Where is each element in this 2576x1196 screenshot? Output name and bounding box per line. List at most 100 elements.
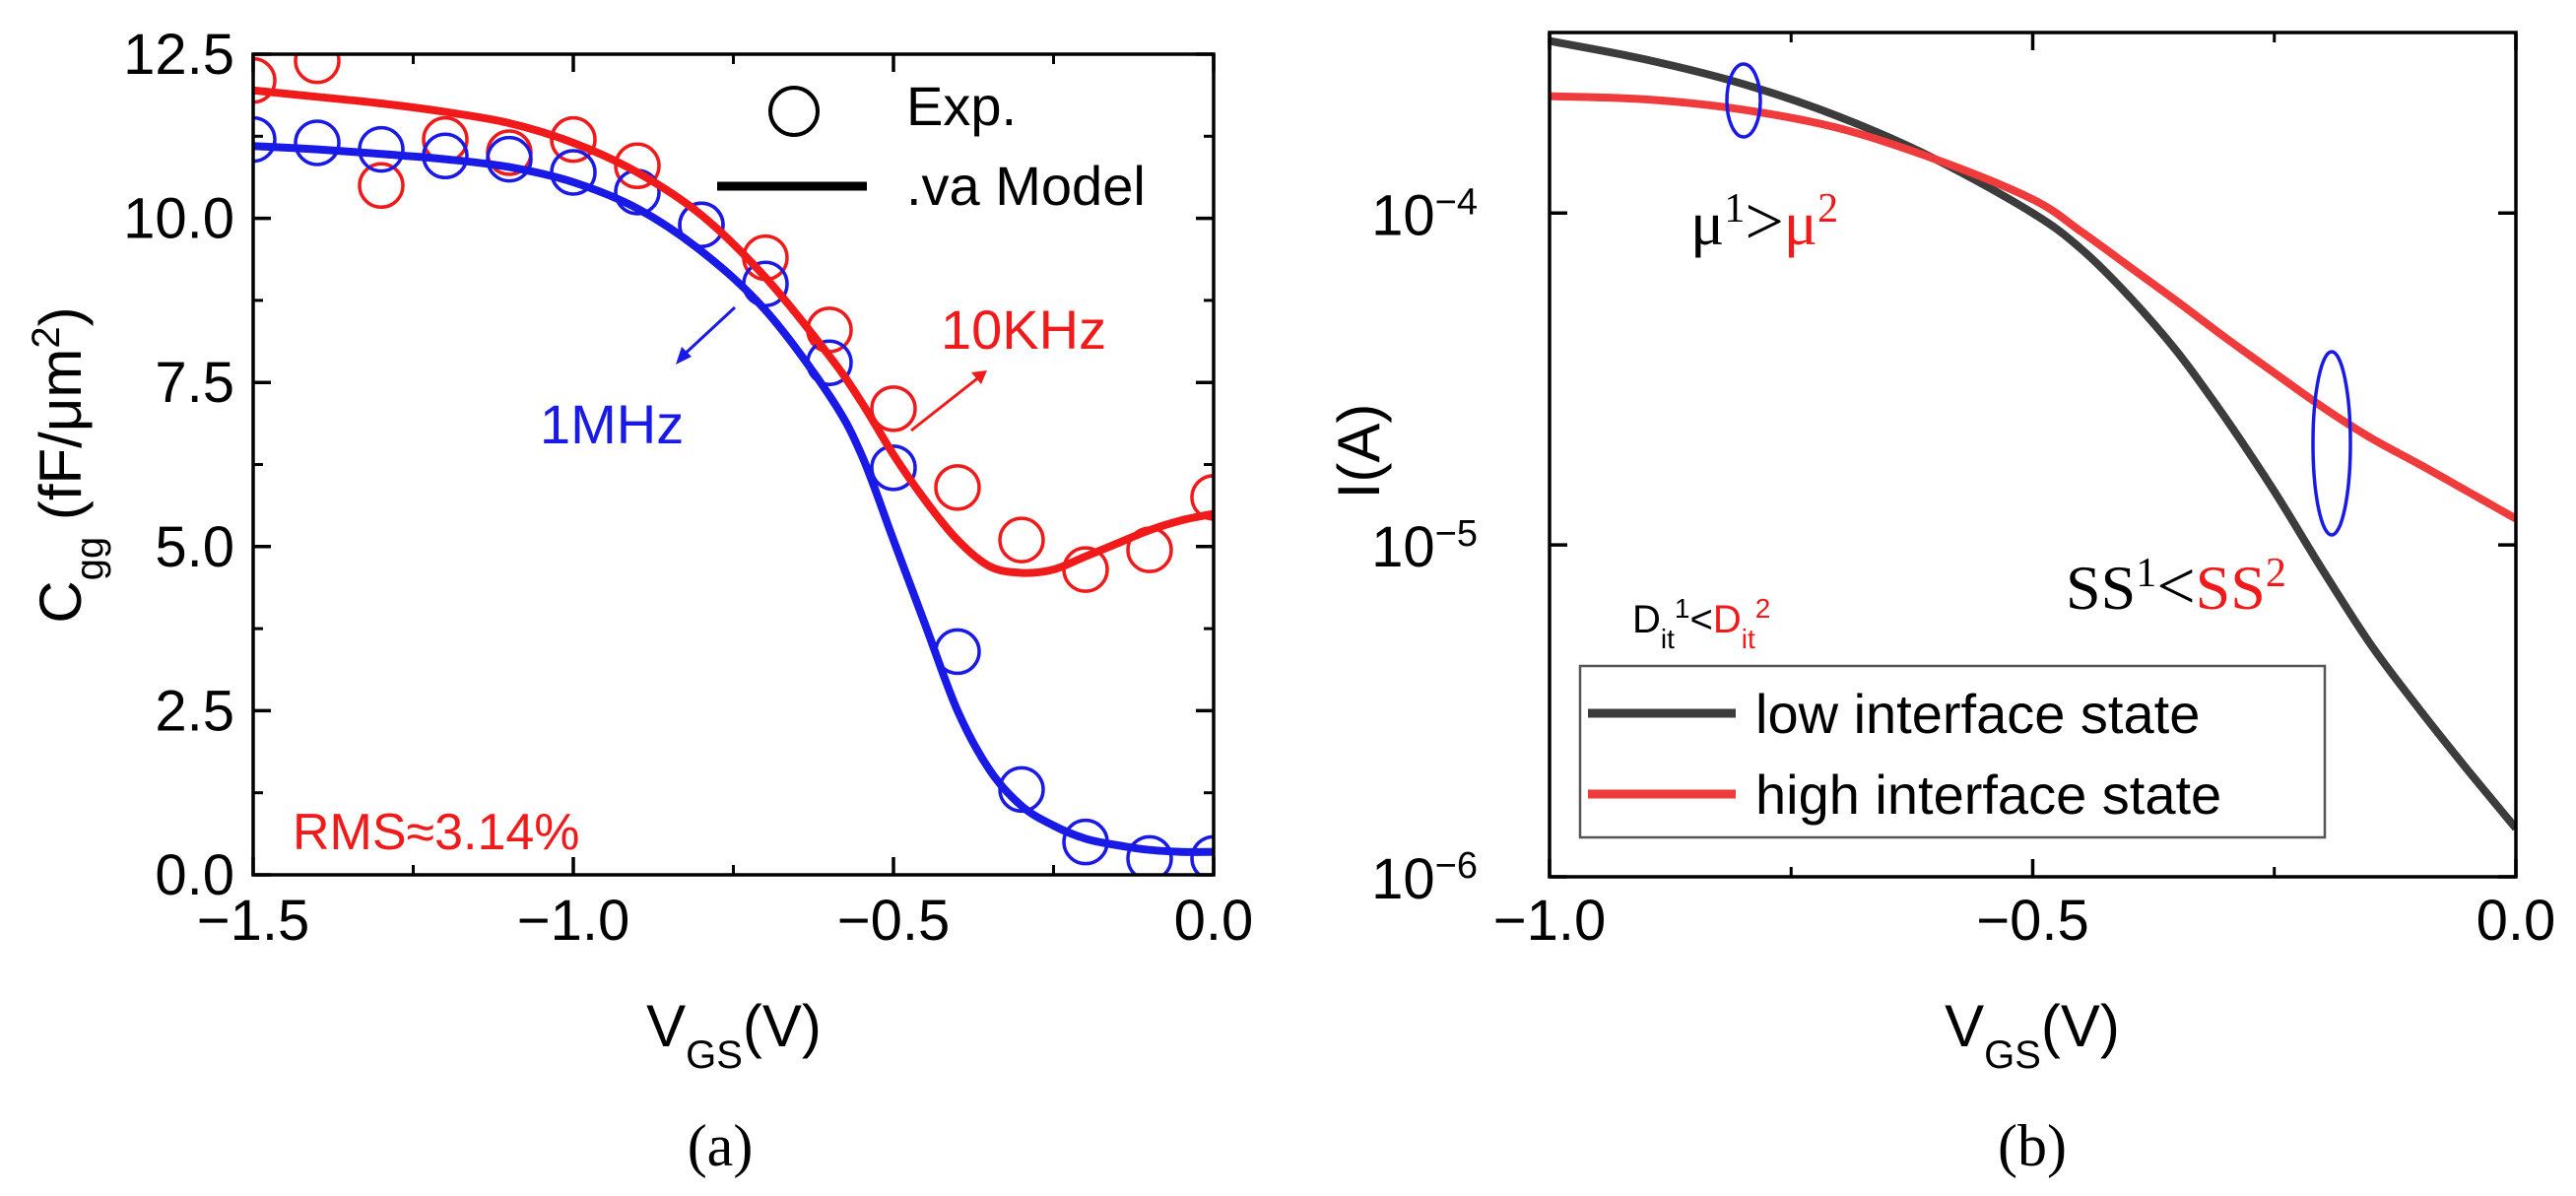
- a-ytick-label: 5.0: [155, 515, 234, 579]
- b-ytick-exp: −5: [1435, 513, 1478, 555]
- panel-a-annotations: 1MHz 10KHz RMS≈3.14%: [293, 299, 1106, 861]
- b-xtick-label: −0.5: [1976, 889, 2089, 953]
- a-model-curve: [253, 86, 1214, 577]
- a-xtick-label: −0.5: [837, 889, 951, 953]
- a-ytick-label: 12.5: [123, 23, 234, 87]
- ylabel-main: C: [28, 580, 94, 623]
- mu-right: μ: [1784, 188, 1817, 258]
- b-ytick-exp: −6: [1435, 845, 1478, 887]
- panel-a-caption: (a): [688, 1113, 754, 1178]
- legend-exp-label: Exp.: [906, 75, 1017, 137]
- a-series-group: [253, 54, 1214, 875]
- ylabel-tail: (fF/μm: [28, 349, 94, 537]
- xlabel-b-tail: (V): [2041, 993, 2120, 1059]
- dit-right-sub: it: [1742, 624, 1755, 654]
- dit-left-sup: 1: [1675, 593, 1690, 624]
- dit-op: <: [1689, 598, 1712, 641]
- mu-op: >: [1745, 184, 1783, 260]
- b-ytick-label: 10−6: [1371, 845, 1478, 911]
- mu-left-sup: 1: [1724, 186, 1745, 232]
- panel-a-plot-area: [253, 54, 1214, 875]
- dit-annotation: Dit1<Dit2: [1632, 593, 1770, 654]
- panel-b-legend: low interface state high interface state: [1578, 664, 2327, 839]
- panel-a-xlabel: VGS(V): [646, 993, 822, 1077]
- label-1mhz: 1MHz: [540, 393, 684, 455]
- ss-op: <: [2156, 549, 2195, 625]
- panel-b-ylabel: I(A): [1326, 404, 1392, 499]
- a-xtick-label: −1.5: [197, 889, 310, 953]
- legend-box: [1578, 664, 2327, 839]
- panel-b-plot-area: [1550, 36, 2516, 831]
- panel-a-ticks: −1.5 −1.0 −0.5 0.0 0.0 2.5 5.0 7.5 10.0 12.5: [123, 23, 1253, 953]
- xlabel-tail: (V): [743, 993, 822, 1059]
- b-iv-curve: [1550, 92, 2516, 522]
- a-exp-point: [934, 464, 981, 511]
- panel-a: −1.5 −1.0 −0.5 0.0 0.0 2.5 5.0 7.5 10.0 12.5 Exp.…: [25, 23, 1253, 1178]
- panel-b: −1.0 −0.5 0.010−610−510−4 μ1>μ2 SS1<SS2 Di…: [1326, 31, 2555, 1178]
- panel-a-legend: Exp. .va Model: [717, 75, 1146, 217]
- xlabel-sub: GS: [686, 1033, 743, 1077]
- ss-left-sup: 1: [2136, 551, 2156, 596]
- mu-marker-ellipse: [1725, 62, 1762, 139]
- mu-annotation: μ1>μ2: [1690, 184, 1838, 260]
- b-ytick-label: 10−5: [1371, 513, 1478, 579]
- a-exp-point: [358, 162, 405, 210]
- a-exp-point: [550, 115, 597, 164]
- a-ytick-label: 10.0: [123, 187, 234, 251]
- b-xtick-label: −1.0: [1493, 889, 1607, 953]
- legend-circle-marker: [768, 86, 820, 137]
- ylabel-sup: 2: [25, 326, 68, 348]
- xlabel-b-sub: GS: [1984, 1033, 2041, 1077]
- a-exp-point: [1190, 834, 1214, 875]
- b-ytick-exp: −4: [1435, 181, 1478, 223]
- mu-right-sup: 2: [1817, 186, 1838, 232]
- ss-left: SS: [2066, 553, 2136, 623]
- ss-right: SS: [2196, 553, 2266, 623]
- a-exp-point: [870, 385, 917, 432]
- xlabel-b-main: V: [1945, 993, 1984, 1059]
- b-ytick-base: 10: [1371, 847, 1435, 911]
- a-ytick-label: 2.5: [155, 679, 234, 743]
- a-exp-point: [614, 142, 661, 190]
- legend-model-label: .va Model: [906, 155, 1146, 217]
- ylabel-close: ): [28, 306, 94, 326]
- arrow-1mhz-shaft: [678, 305, 737, 361]
- b-iv-curve: [1550, 36, 2516, 831]
- a-exp-point: [486, 135, 533, 183]
- mu-left: μ: [1690, 188, 1724, 258]
- a-exp-point: [1126, 834, 1173, 875]
- a-ytick-label: 0.0: [155, 843, 234, 907]
- label-10khz: 10KHz: [941, 299, 1106, 361]
- xlabel-main: V: [646, 993, 686, 1059]
- dit-left: D: [1632, 598, 1661, 641]
- a-exp-point: [294, 119, 341, 166]
- a-exp-point: [998, 516, 1045, 564]
- a-exp-point: [1190, 474, 1214, 521]
- a-xtick-label: −1.0: [517, 889, 630, 953]
- arrow-1mhz-head: [676, 347, 692, 365]
- legend-high-label: high interface state: [1755, 764, 2221, 826]
- arrow-10khz-head: [971, 370, 987, 384]
- legend-low-label: low interface state: [1755, 683, 2200, 745]
- a-exp-point: [253, 115, 277, 164]
- panel-b-caption: (b): [1998, 1113, 2067, 1178]
- label-rms: RMS≈3.14%: [293, 804, 580, 861]
- b-ytick-base: 10: [1371, 183, 1435, 247]
- ss-annotation: SS1<SS2: [2066, 549, 2286, 625]
- ss-right-sup: 2: [2266, 551, 2286, 596]
- a-exp-point: [294, 54, 341, 85]
- dit-right-sup: 2: [1755, 593, 1771, 624]
- panel-a-frame: [251, 52, 1216, 877]
- panel-a-ylabel: Cgg (fF/μm2): [25, 306, 111, 623]
- panel-b-ticks: −1.0 −0.5 0.010−610−510−4: [1371, 33, 2555, 953]
- panel-b-frame: [1548, 31, 2518, 879]
- ylabel-sub: gg: [68, 537, 111, 581]
- dit-left-sub: it: [1661, 624, 1675, 654]
- panel-b-xlabel: VGS(V): [1945, 993, 2120, 1077]
- a-exp-point: [253, 56, 277, 104]
- b-ytick-base: 10: [1371, 515, 1435, 579]
- b-xtick-label: 0.0: [2477, 889, 2556, 953]
- b-ytick-label: 10−4: [1371, 181, 1478, 247]
- a-exp-point: [870, 444, 917, 492]
